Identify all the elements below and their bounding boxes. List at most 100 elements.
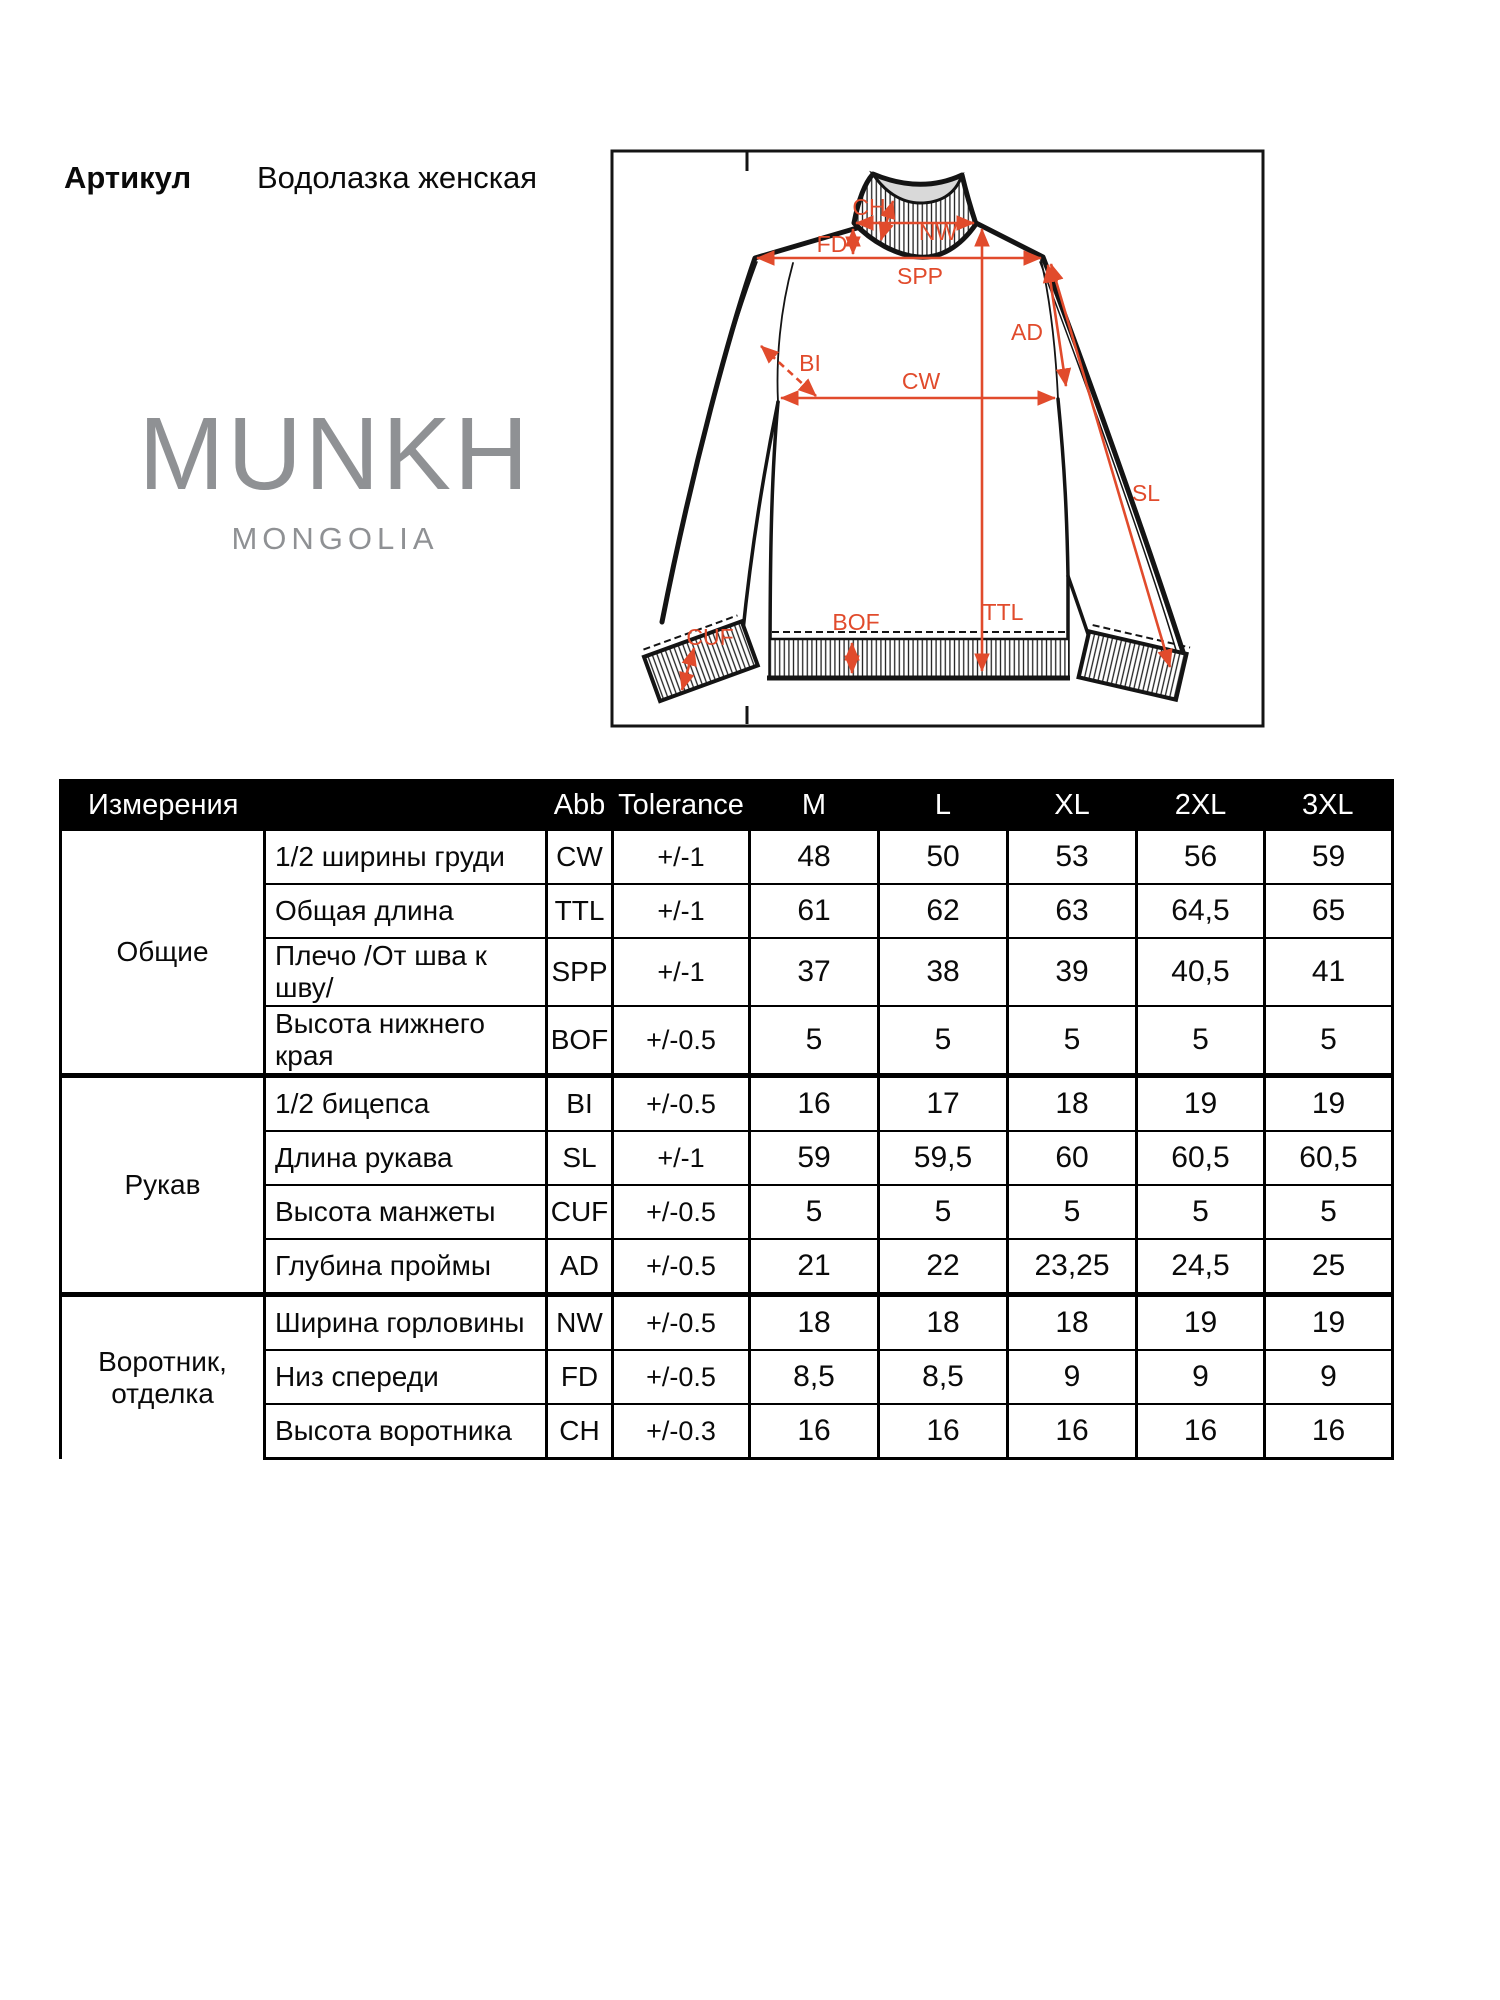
ch-arrow [878, 200, 896, 241]
value-cell: 56 [1135, 829, 1266, 885]
bi-arrow [760, 345, 817, 397]
value-cell: 5 [877, 1184, 1009, 1240]
value-cell: 59 [748, 1130, 880, 1186]
value-cell: 18 [1006, 1292, 1138, 1351]
table-row: Общая длина TTL +/-1 61 62 63 64,5 65 [61, 883, 1394, 939]
measure-cell: Ширина горловины [263, 1292, 548, 1351]
tol-cell: +/-1 [611, 1130, 751, 1186]
value-cell: 8,5 [748, 1349, 880, 1405]
abb-cell: CW [545, 829, 614, 885]
diagram-label-fd: FD [817, 231, 848, 257]
value-cell: 60,5 [1135, 1130, 1266, 1186]
value-cell: 9 [1263, 1349, 1394, 1405]
article-label: Артикул [64, 160, 192, 195]
value-cell: 50 [877, 829, 1009, 885]
abb-cell: SPP [545, 937, 614, 1007]
group-cell: Воротник, отделка [59, 1292, 266, 1459]
header-size-2xl: 2XL [1136, 780, 1265, 830]
value-cell: 9 [1006, 1349, 1138, 1405]
abb-cell: NW [545, 1292, 614, 1351]
diagram-label-cw: CW [902, 368, 941, 394]
tol-cell: +/-0.5 [611, 1184, 751, 1240]
header-size-m: M [749, 780, 879, 830]
diagram-label-bof: BOF [832, 609, 879, 635]
measurement-arrows [679, 200, 1173, 691]
value-cell: 16 [877, 1403, 1009, 1460]
table-row: Воротник, отделка Ширина горловины NW +/-0.… [59, 1292, 1394, 1459]
sl-arrow [1048, 263, 1173, 668]
value-cell: 60,5 [1263, 1130, 1394, 1186]
sweater-measurement-diagram: CH NW FD SPP AD BI CW SL TTL CUF BOF [610, 149, 1265, 728]
value-cell: 5 [877, 1005, 1009, 1077]
measure-cell: Высота манжеты [263, 1184, 548, 1240]
measure-cell: Высота воротника [263, 1403, 548, 1460]
abb-cell: BOF [545, 1005, 614, 1077]
value-cell: 19 [1135, 1073, 1266, 1132]
value-cell: 41 [1263, 937, 1394, 1007]
abb-cell: BI [545, 1073, 614, 1132]
table-row: Низ спереди FD +/-0.5 8,5 8,5 9 9 9 [61, 1349, 1394, 1405]
hem-band [767, 631, 1070, 681]
header-size-3xl: 3XL [1264, 780, 1393, 830]
value-cell: 5 [1135, 1005, 1266, 1077]
header-abb: Abb [546, 780, 613, 830]
group-cell: Общие [59, 829, 266, 1077]
diagram-label-bi: BI [799, 350, 821, 376]
value-cell: 61 [748, 883, 880, 939]
table-row: Рукав 1/2 бицепса BI +/-0.5 16 17 18 19 19 [59, 1073, 1394, 1296]
value-cell: 5 [1006, 1005, 1138, 1077]
measure-cell: Низ спереди [263, 1349, 548, 1405]
cuf-arrow [679, 647, 697, 691]
measure-cell: Плечо /От шва к шву/ [263, 937, 548, 1007]
value-cell: 17 [877, 1073, 1009, 1132]
diagram-label-ch: CH [852, 194, 885, 220]
brand-logo-sub: MONGOLIA [231, 521, 439, 556]
left-cuff [641, 614, 761, 704]
value-cell: 16 [1006, 1403, 1138, 1460]
value-cell: 5 [1135, 1184, 1266, 1240]
value-cell: 18 [748, 1292, 880, 1351]
tol-cell: +/-0.5 [611, 1005, 751, 1077]
measure-cell: Высота нижнего края [263, 1005, 548, 1077]
diagram-label-nw: NW [919, 219, 958, 245]
table-row: Глубина проймы AD +/-0.5 21 22 23,25 24,5 25 [61, 1238, 1394, 1296]
value-cell: 19 [1135, 1292, 1266, 1351]
measure-cell: 1/2 ширины груди [263, 829, 548, 885]
abb-cell: CUF [545, 1184, 614, 1240]
diagram-label-sl: SL [1132, 480, 1160, 506]
value-cell: 16 [748, 1403, 880, 1460]
value-cell: 24,5 [1135, 1238, 1266, 1296]
brand-logo: MUNKH [138, 396, 532, 511]
table-row: Высота нижнего края BOF +/-0.5 5 5 5 5 5 [61, 1005, 1394, 1077]
tol-cell: +/-0.5 [611, 1073, 751, 1132]
table-divider-stub [263, 1401, 266, 1409]
brand-logo-block: MUNKH MONGOLIA [130, 402, 540, 557]
value-cell: 60 [1006, 1130, 1138, 1186]
value-cell: 18 [1006, 1073, 1138, 1132]
measure-cell: 1/2 бицепса [263, 1073, 548, 1132]
abb-cell: CH [545, 1403, 614, 1460]
value-cell: 16 [1135, 1403, 1266, 1460]
header-size-l: L [878, 780, 1008, 830]
value-cell: 38 [877, 937, 1009, 1007]
measure-cell: Глубина проймы [263, 1238, 548, 1296]
tol-cell: +/-1 [611, 883, 751, 939]
table-row: Общие 1/2 ширины груди CW +/-1 48 50 53 56 59 [59, 829, 1394, 1077]
tol-cell: +/-1 [611, 937, 751, 1007]
diagram-frame [610, 149, 1265, 728]
header-size-xl: XL [1007, 780, 1137, 830]
diagram-label-cuf: CUF [686, 624, 733, 650]
value-cell: 53 [1006, 829, 1138, 885]
tol-cell: +/-0.5 [611, 1238, 751, 1296]
value-cell: 64,5 [1135, 883, 1266, 939]
header-spacer [264, 780, 547, 830]
measure-cell: Общая длина [263, 883, 548, 939]
tol-cell: +/-0.3 [611, 1403, 751, 1460]
measure-cell: Длина рукава [263, 1130, 548, 1186]
group-cell: Рукав [59, 1073, 266, 1296]
value-cell: 37 [748, 937, 880, 1007]
value-cell: 62 [877, 883, 1009, 939]
header-tolerance: Tolerance [612, 780, 750, 830]
article-value: Водолазка женская [257, 160, 538, 195]
